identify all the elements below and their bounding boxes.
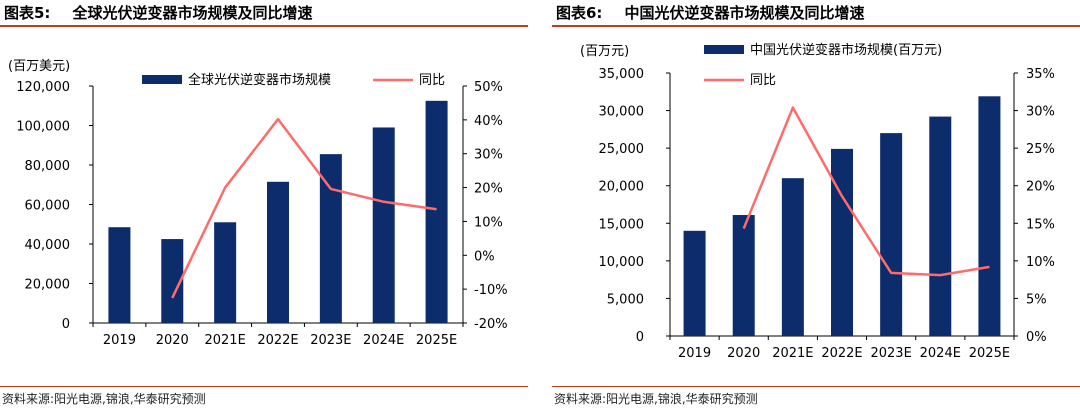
figure-title: 图表6: 中国光伏逆变器市场规模及同比增速 [556, 2, 864, 23]
legend-label-line: 同比 [419, 73, 445, 88]
x-tick-label: 2022E [257, 333, 298, 348]
y-right-tick-label: 15% [1026, 217, 1055, 232]
x-tick-label: 2023E [870, 346, 911, 361]
bar [781, 178, 804, 336]
chart-china-inverter-market: (百万元) 0 5,000 10,000 15,000 20,000 25,000 30,00… [580, 42, 1055, 361]
y-axis-unit: (百万元) [580, 44, 629, 59]
source-note: 资料来源:阳光电源,锦浪,华泰研究预测 [2, 392, 206, 406]
y-right-tick-label: 20% [1026, 180, 1055, 195]
x-tick-label: 2020 [727, 346, 760, 361]
y-right-tick-label: 10% [1026, 255, 1055, 270]
legend-label-bar: 全球光伏逆变器市场规模 [188, 72, 331, 88]
bar [831, 148, 853, 336]
figure-title-text: 中国光伏逆变器市场规模及同比增速 [624, 4, 865, 22]
bar [108, 227, 131, 323]
y-right-tick-label: 25% [1026, 142, 1055, 157]
source-rule [552, 386, 1080, 387]
bar [929, 116, 952, 336]
x-tick-label: 2024E [363, 333, 404, 348]
y-right-tick-label: 35% [1026, 67, 1055, 82]
source-rule [0, 386, 528, 387]
y-right-tick-label: 5% [1026, 292, 1047, 307]
bar [214, 222, 237, 323]
x-tick-label: 2025E [416, 333, 457, 348]
yoy-line [171, 117, 437, 299]
yoy-line [742, 106, 990, 277]
y-left-tick-label: 100,000 [16, 120, 70, 135]
x-tick-label: 2021E [204, 333, 245, 348]
y-left-tick-label: 60,000 [25, 199, 71, 214]
y-left-tick-label: 25,000 [599, 142, 645, 157]
x-tick-label: 2019 [678, 346, 711, 361]
bar [978, 96, 1001, 337]
bar [425, 100, 448, 323]
bar [683, 230, 706, 336]
y-right-tick-label: 40% [474, 114, 503, 129]
y-left-tick-label: 20,000 [599, 180, 645, 195]
y-left-tick-label: 40,000 [25, 238, 71, 253]
y-right-tick-label: 0% [474, 249, 495, 264]
x-tick-label: 2020 [156, 333, 189, 348]
y-left-tick-label: 120,000 [16, 80, 70, 95]
figure-title-text: 全球光伏逆变器市场规模及同比增速 [72, 4, 313, 22]
bar [372, 127, 395, 323]
y-left-tick-label: 30,000 [599, 105, 645, 120]
y-right-tick-label: -10% [474, 283, 508, 298]
y-right-tick-label: 0% [1026, 330, 1047, 345]
y-left-tick-label: 35,000 [599, 67, 645, 82]
bar [732, 215, 755, 336]
legend-swatch-bar [142, 75, 182, 84]
figure-label: 图表5: [4, 4, 51, 22]
x-tick-label: 2025E [969, 346, 1010, 361]
x-tick-label: 2023E [310, 333, 351, 348]
source-note: 资料来源:阳光电源,锦浪,华泰研究预测 [554, 392, 758, 406]
legend-swatch-bar [704, 45, 744, 54]
bar [319, 154, 342, 323]
x-tick-label: 2024E [920, 346, 961, 361]
y-right-tick-label: 30% [1026, 105, 1055, 120]
x-tick-label: 2022E [821, 346, 862, 361]
y-right-tick-label: 10% [474, 215, 503, 230]
y-left-tick-label: 15,000 [599, 217, 645, 232]
y-right-tick-label: 50% [474, 80, 503, 95]
y-right-tick-label: 20% [474, 182, 503, 197]
figure-title: 图表5: 全球光伏逆变器市场规模及同比增速 [4, 2, 312, 23]
x-tick-label: 2021E [772, 346, 813, 361]
y-left-tick-label: 0 [636, 330, 644, 345]
figure-label: 图表6: [556, 4, 603, 22]
title-rule [552, 25, 1080, 27]
y-left-tick-label: 0 [62, 317, 70, 332]
chart-panel-china: 图表6: 中国光伏逆变器市场规模及同比增速 (百万元) 0 5,000 10,000 15… [552, 0, 1080, 410]
legend-label-bar: 中国光伏逆变器市场规模(百万元) [750, 42, 942, 58]
y-left-tick-label: 80,000 [25, 159, 71, 174]
y-right-tick-label: 30% [474, 148, 503, 163]
x-tick-label: 2019 [103, 333, 136, 348]
chart-panel-global: 图表5: 全球光伏逆变器市场规模及同比增速 (百万美元) 0 20,000 40,000… [0, 0, 528, 410]
bar [880, 133, 903, 336]
y-left-tick-label: 5,000 [607, 292, 644, 307]
y-left-tick-label: 20,000 [25, 278, 71, 293]
legend-label-line: 同比 [750, 73, 776, 88]
y-right-tick-label: -20% [474, 317, 508, 332]
title-rule [0, 25, 528, 27]
y-left-tick-label: 10,000 [599, 255, 645, 270]
y-axis-unit: (百万美元) [8, 59, 70, 74]
chart-global-inverter-market: (百万美元) 0 20,000 40,000 60,000 80,000 100,000 12… [8, 59, 508, 348]
bar [161, 239, 184, 323]
bar [267, 181, 289, 323]
